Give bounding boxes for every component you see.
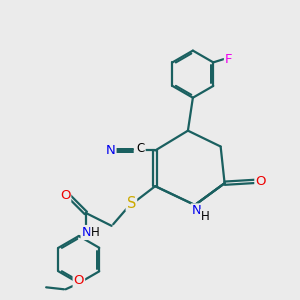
- Text: N: N: [192, 204, 201, 218]
- Text: S: S: [127, 196, 136, 211]
- Text: N: N: [82, 226, 91, 239]
- Text: O: O: [60, 189, 70, 202]
- Text: O: O: [74, 274, 84, 287]
- Text: O: O: [255, 175, 266, 188]
- Text: H: H: [91, 226, 100, 239]
- Text: N: N: [106, 144, 116, 157]
- Text: H: H: [201, 210, 210, 223]
- Text: C: C: [136, 142, 145, 155]
- Text: F: F: [225, 52, 232, 66]
